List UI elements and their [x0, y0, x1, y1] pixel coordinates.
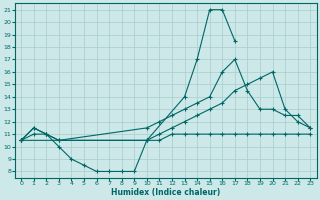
X-axis label: Humidex (Indice chaleur): Humidex (Indice chaleur) — [111, 188, 220, 197]
